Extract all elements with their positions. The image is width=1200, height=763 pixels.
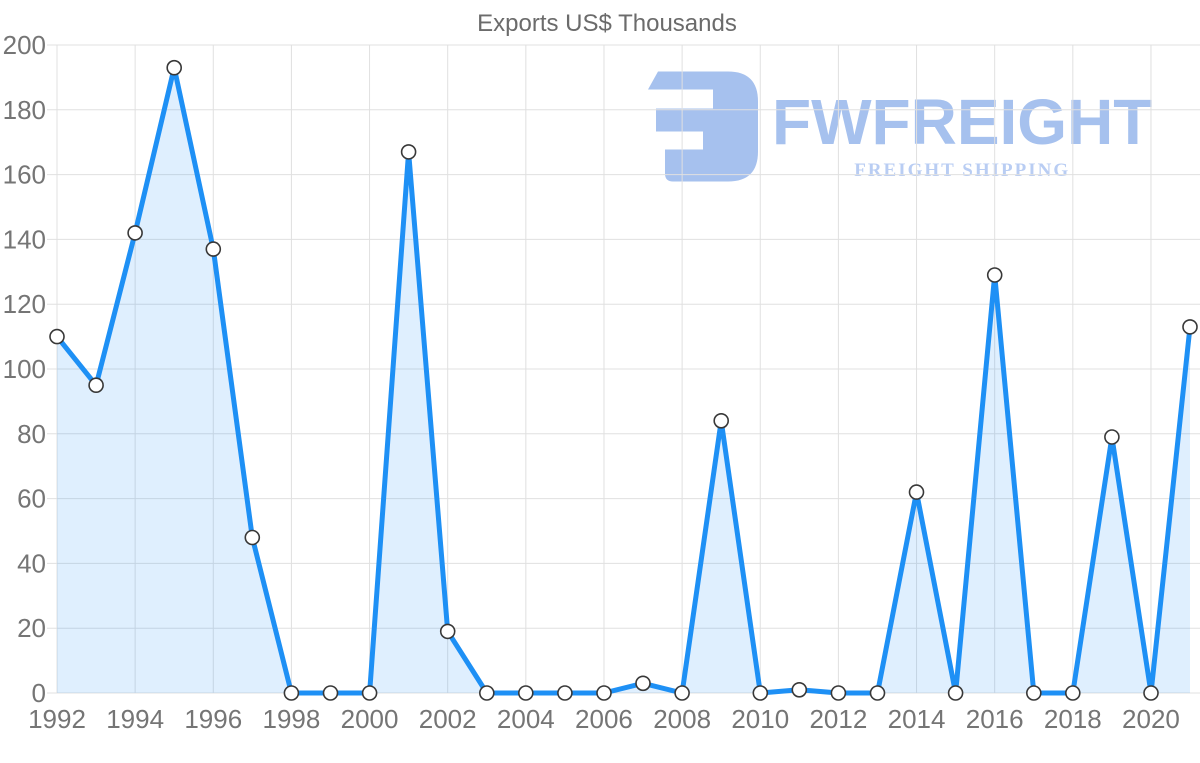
data-point-marker (205, 241, 222, 257)
x-tick-label: 2012 (809, 704, 867, 734)
area-fill (57, 67, 1190, 693)
y-tick-label: 180 (3, 95, 46, 125)
data-point-marker (478, 685, 495, 701)
data-point-marker (752, 685, 769, 701)
x-tick-label: 2002 (419, 704, 477, 734)
x-tick-label: 1994 (106, 704, 164, 734)
x-tick-label: 1996 (184, 704, 242, 734)
x-tick-label: 2008 (653, 704, 711, 734)
data-point-marker (830, 685, 847, 701)
data-point-markers (49, 59, 1198, 701)
chart-title: Exports US$ Thousands (477, 10, 737, 37)
fwfreight-logo-icon (648, 71, 758, 182)
x-tick-label: 2000 (341, 704, 399, 734)
y-tick-label: 200 (3, 30, 46, 60)
data-point-marker (1104, 429, 1120, 445)
data-point-marker (88, 377, 104, 394)
x-tick-label: 2010 (731, 704, 789, 734)
y-tick-label: 60 (17, 484, 46, 514)
data-point-marker (322, 685, 339, 701)
data-point-marker (908, 484, 925, 500)
x-tick-label: 2006 (575, 704, 633, 734)
x-tick-label: 2020 (1122, 704, 1180, 734)
data-point-marker (283, 685, 300, 701)
watermark: FWFREIGHT FREIGHT SHIPPING (646, 70, 1152, 182)
data-point-marker (517, 685, 534, 701)
data-point-marker (635, 675, 651, 692)
brand-name: FWFREIGHT (772, 86, 1153, 158)
data-point-marker (596, 685, 612, 701)
area-fill-shape (57, 67, 1190, 693)
y-tick-label: 160 (3, 160, 46, 190)
data-point-marker (244, 529, 261, 546)
y-tick-label: 20 (17, 613, 46, 643)
brand-tagline: FREIGHT SHIPPING (854, 160, 1071, 181)
y-tick-label: 40 (17, 548, 46, 578)
data-point-marker (869, 685, 886, 701)
data-point-marker (791, 681, 808, 698)
data-point-marker (49, 328, 65, 345)
data-point-marker (1182, 319, 1198, 335)
y-tick-label: 140 (3, 224, 46, 254)
series-line (54, 65, 1193, 696)
x-tick-label: 1992 (28, 704, 86, 734)
x-tick-label: 1998 (262, 704, 320, 734)
y-tick-label: 120 (3, 289, 46, 319)
data-point-marker (1143, 685, 1159, 701)
y-tick-label: 0 (32, 678, 46, 708)
data-point-marker (674, 685, 690, 701)
data-point-marker (361, 685, 378, 701)
data-point-marker (557, 685, 573, 701)
data-point-marker (713, 412, 730, 429)
data-point-marker (127, 225, 143, 241)
data-point-marker (166, 59, 182, 76)
y-axis-labels: 0 20 40 60 80 100 120 140 160 180 200 (3, 30, 46, 708)
series-path (54, 65, 1193, 696)
data-point-marker (400, 144, 417, 160)
data-point-marker (1026, 685, 1042, 701)
data-point-marker (986, 267, 1003, 283)
data-point-marker (439, 623, 456, 640)
x-axis-labels: 1992 1994 1996 1998 2000 2002 2004 2006 2008 2010… (28, 704, 1180, 734)
logo-text-block: FWFREIGHT FREIGHT SHIPPING (772, 70, 1152, 182)
y-tick-label: 80 (17, 419, 46, 449)
x-tick-label: 2016 (966, 704, 1024, 734)
x-tick-label: 2014 (888, 704, 946, 734)
y-tick-label: 100 (3, 354, 46, 384)
x-tick-label: 2018 (1044, 704, 1102, 734)
data-point-marker (947, 685, 964, 701)
x-tick-label: 2004 (497, 704, 555, 734)
data-point-marker (1065, 685, 1081, 701)
